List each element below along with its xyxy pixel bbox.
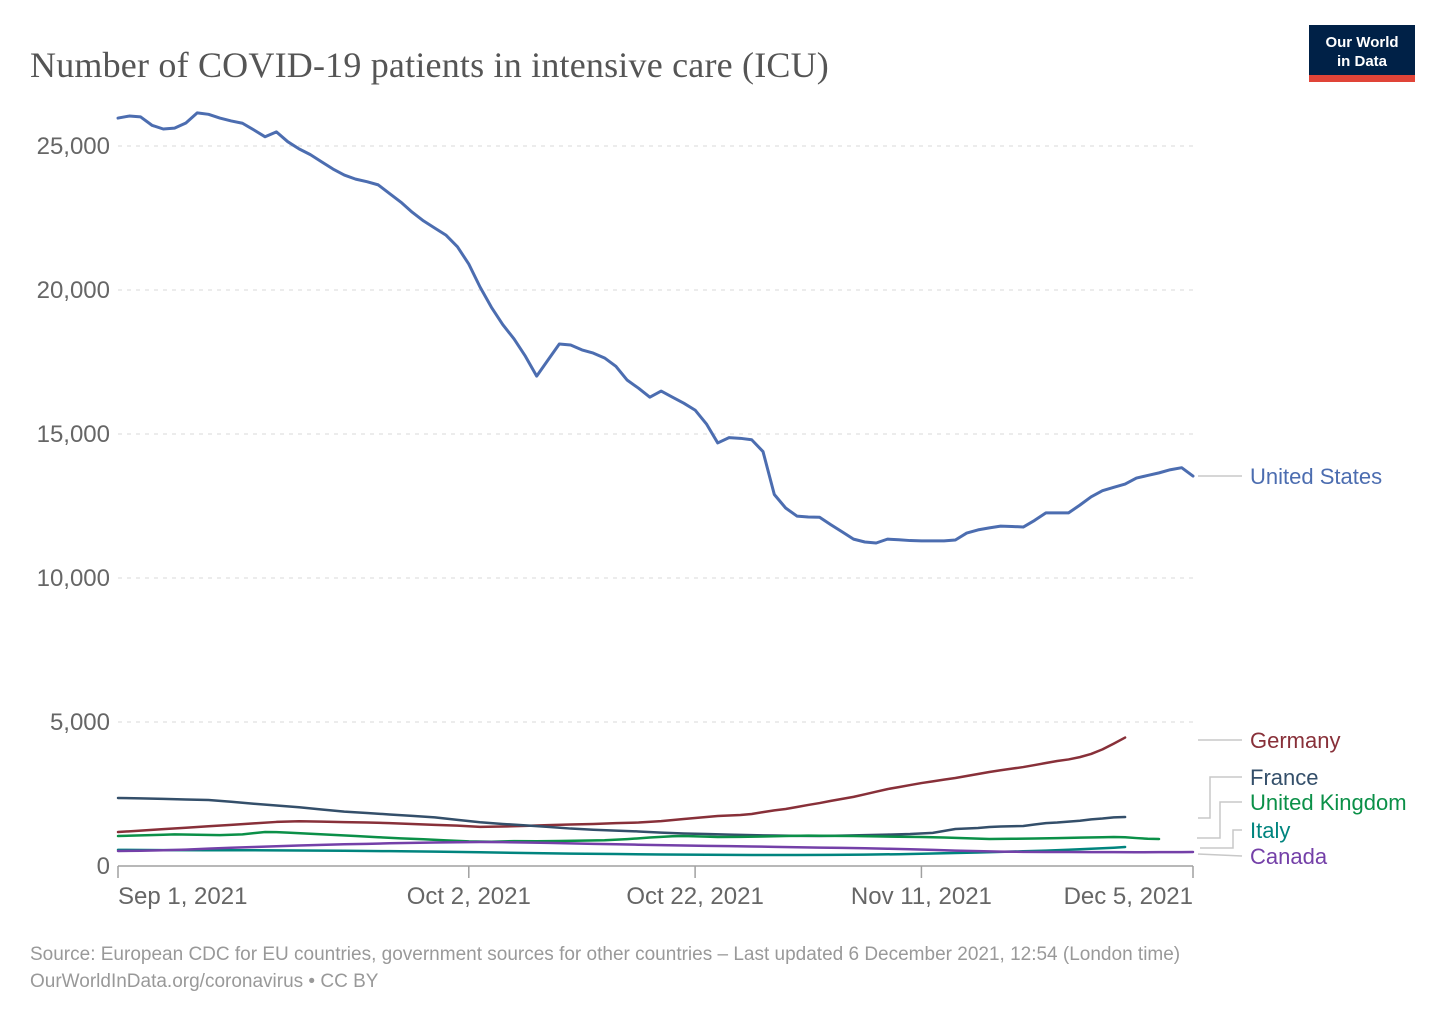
series-label-canada[interactable]: Canada [1250,844,1328,869]
owid-logo[interactable]: Our World in Data [1309,25,1415,82]
owid-logo-red-strip [1309,75,1415,82]
series-label-united-states[interactable]: United States [1250,464,1382,489]
y-tick-label-0: 0 [97,853,110,880]
series-line-united-kingdom[interactable] [116,830,1161,844]
y-tick-label-5000: 5,000 [50,709,110,736]
x-tick-label-dec-5-2021: Dec 5, 2021 [1064,883,1193,910]
owid-logo-text: Our World in Data [1309,25,1415,71]
x-tick-label-oct-22-2021: Oct 22, 2021 [626,883,763,910]
chart-footer: Source: European CDC for EU countries, g… [30,941,1410,995]
y-tick-label-10000: 10,000 [37,565,110,592]
series-line-canada[interactable] [116,840,1195,854]
y-tick-label-20000: 20,000 [37,277,110,304]
series-line-united-states[interactable] [116,111,1195,545]
series-line-germany[interactable] [116,736,1127,834]
legend-connector-canada [1197,853,1243,857]
legend-connector-france [1198,776,1242,819]
series-label-italy[interactable]: Italy [1250,818,1290,843]
source-note: Source: European CDC for EU countries, g… [30,944,1181,965]
owid-logo-line1: Our World [1325,34,1399,51]
series-label-germany[interactable]: Germany [1250,728,1340,753]
x-tick-label-sep-1-2021: Sep 1, 2021 [118,883,247,910]
x-tick-label-nov-11-2021: Nov 11, 2021 [851,883,992,910]
y-tick-label-15000: 15,000 [37,421,110,448]
owid-url-and-license[interactable]: OurWorldInData.org/coronavirus • CC BY [30,971,379,992]
legend-connector-italy [1200,829,1242,849]
owid-logo-line2: in Data [1336,53,1387,70]
series-label-france[interactable]: France [1250,765,1318,790]
series-line-france[interactable] [116,796,1127,838]
y-tick-label-25000: 25,000 [37,133,110,160]
series-label-united-kingdom[interactable]: United Kingdom [1250,790,1407,815]
x-tick-label-oct-2-2021: Oct 2, 2021 [407,883,531,910]
page-title: Number of COVID-19 patients in intensive… [30,45,829,86]
legend-connector-united-kingdom [1197,801,1242,839]
